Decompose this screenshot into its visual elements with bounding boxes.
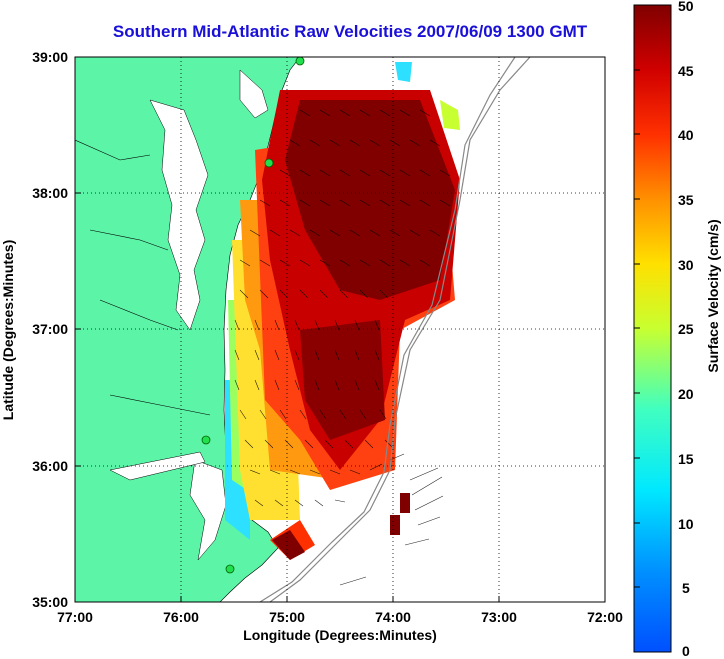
x-tick-label: 72:00: [587, 609, 623, 625]
y-tick-label: 37:00: [32, 321, 68, 337]
colorbar-tick-label: 50: [678, 0, 694, 14]
colorbar-tick-label: 5: [682, 580, 690, 596]
y-tick-labels: 39:00 38:00 37:00 36:00 35:00: [32, 49, 68, 610]
y-tick-label: 36:00: [32, 458, 68, 474]
x-tick-label: 74:00: [375, 609, 411, 625]
grid-lines: [75, 57, 605, 602]
y-tick-label: 39:00: [32, 49, 68, 65]
x-tick-label: 77:00: [57, 609, 93, 625]
x-tick-label: 76:00: [163, 609, 199, 625]
bathymetry-contour: [269, 57, 531, 602]
colorbar-ticks: [634, 4, 640, 653]
coastal-river: [75, 139, 211, 416]
chesapeake-bay: [149, 99, 209, 331]
colorbar-tick-labels: 50 45 40 35 30 25 20 15 10 5 0: [678, 0, 694, 659]
radar-sites: [201, 57, 305, 574]
y-tick-label: 38:00: [32, 185, 68, 201]
tick-marks: [75, 192, 500, 602]
colorbar-tick-label: 35: [678, 192, 694, 208]
delaware-bay: [239, 69, 269, 119]
colorbar-tick-label: 15: [678, 451, 694, 467]
bathymetry-contour: [259, 57, 516, 602]
pamlico-sound: [189, 459, 227, 561]
y-tick-label: 35:00: [32, 594, 68, 610]
colorbar-tick-label: 0: [682, 643, 690, 659]
colorbar: [633, 4, 672, 653]
colorbar-label: Surface Velocity (cm/s): [705, 219, 721, 372]
colorbar-tick-label: 25: [678, 321, 694, 337]
colorbar-tick-label: 30: [678, 257, 694, 273]
colorbar-tick-label: 40: [678, 127, 694, 143]
colorbar-tick-label: 45: [678, 63, 694, 79]
x-tick-labels: 77:00 76:00 75:00 74:00 73:00 72:00: [57, 609, 623, 625]
albemarle-sound: [109, 451, 206, 481]
velocity-vectors: [234, 109, 451, 586]
colorbar-tick-label: 20: [678, 386, 694, 402]
colorbar-tick-label: 10: [678, 516, 694, 532]
x-axis-label: Longitude (Degrees:Minutes): [243, 627, 437, 643]
x-tick-label: 75:00: [269, 609, 305, 625]
velocity-field: [225, 62, 460, 560]
x-tick-label: 73:00: [481, 609, 517, 625]
map-title: Southern Mid-Atlantic Raw Velocities 200…: [112, 22, 588, 41]
y-axis-label: Latitude (Degrees:Minutes): [0, 240, 16, 420]
